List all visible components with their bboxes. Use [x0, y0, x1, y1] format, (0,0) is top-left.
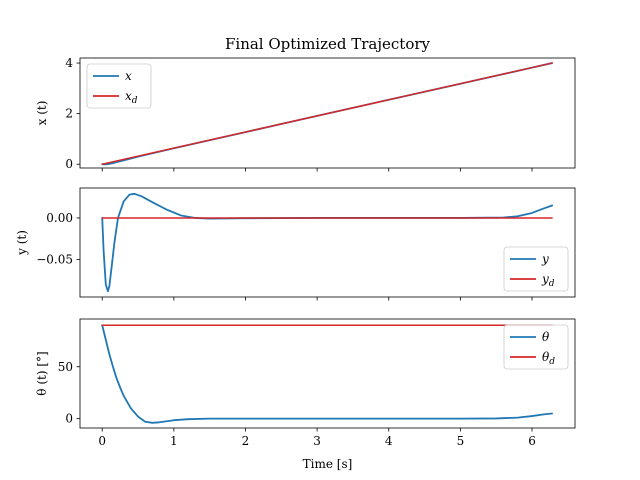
x-tick-label: 6	[528, 434, 536, 448]
y-tick-label: 0.00	[46, 211, 73, 225]
series-line-actual	[101, 192, 553, 293]
y-axis-label: y (t)	[15, 230, 29, 256]
series-line-desired	[101, 62, 553, 165]
y-tick-label: 4	[65, 56, 73, 70]
legend: θ θd	[503, 324, 569, 370]
y-tick-label: 50	[58, 360, 73, 374]
legend-box	[503, 246, 569, 292]
legend: x xd	[86, 63, 152, 109]
y-tick-label: 2	[65, 107, 73, 121]
subplot-2: 0.00 −0.05 y (t) y yd	[15, 187, 576, 301]
x-axis-label: Time [s]	[303, 457, 353, 471]
subplot-1: 0 2 4 x (t) x xd	[35, 56, 576, 172]
x-tick-label: 3	[313, 434, 321, 448]
legend-box	[503, 324, 569, 370]
series-line-actual	[101, 324, 553, 424]
legend-label: xd	[125, 89, 138, 106]
legend-label: y	[541, 252, 549, 266]
x-tick-label: 2	[242, 434, 250, 448]
legend-box	[86, 63, 152, 109]
axes-frame	[79, 318, 576, 429]
axes-frame	[79, 57, 576, 169]
chart-title: Final Optimized Trajectory	[225, 35, 431, 53]
subplot-3: 0 1 2 3 4 5 6 0 50 θ (t) [°] θ θd	[35, 318, 576, 448]
legend: y yd	[503, 246, 569, 292]
y-axis-label: x (t)	[35, 101, 49, 126]
y-axis-label: θ (t) [°]	[35, 351, 49, 395]
y-tick-label: 0	[65, 157, 73, 171]
legend-label: x	[125, 69, 132, 83]
x-tick-label: 1	[170, 434, 178, 448]
x-tick-label: 5	[457, 434, 465, 448]
legend-label: θ	[542, 330, 550, 344]
x-tick-label: 0	[98, 434, 106, 448]
legend-label: θd	[542, 350, 555, 367]
y-tick-label: −0.05	[36, 253, 73, 267]
axes-frame	[79, 187, 576, 298]
y-tick-label: 0	[65, 412, 73, 426]
legend-label: yd	[541, 272, 555, 289]
x-tick-label: 4	[385, 434, 393, 448]
